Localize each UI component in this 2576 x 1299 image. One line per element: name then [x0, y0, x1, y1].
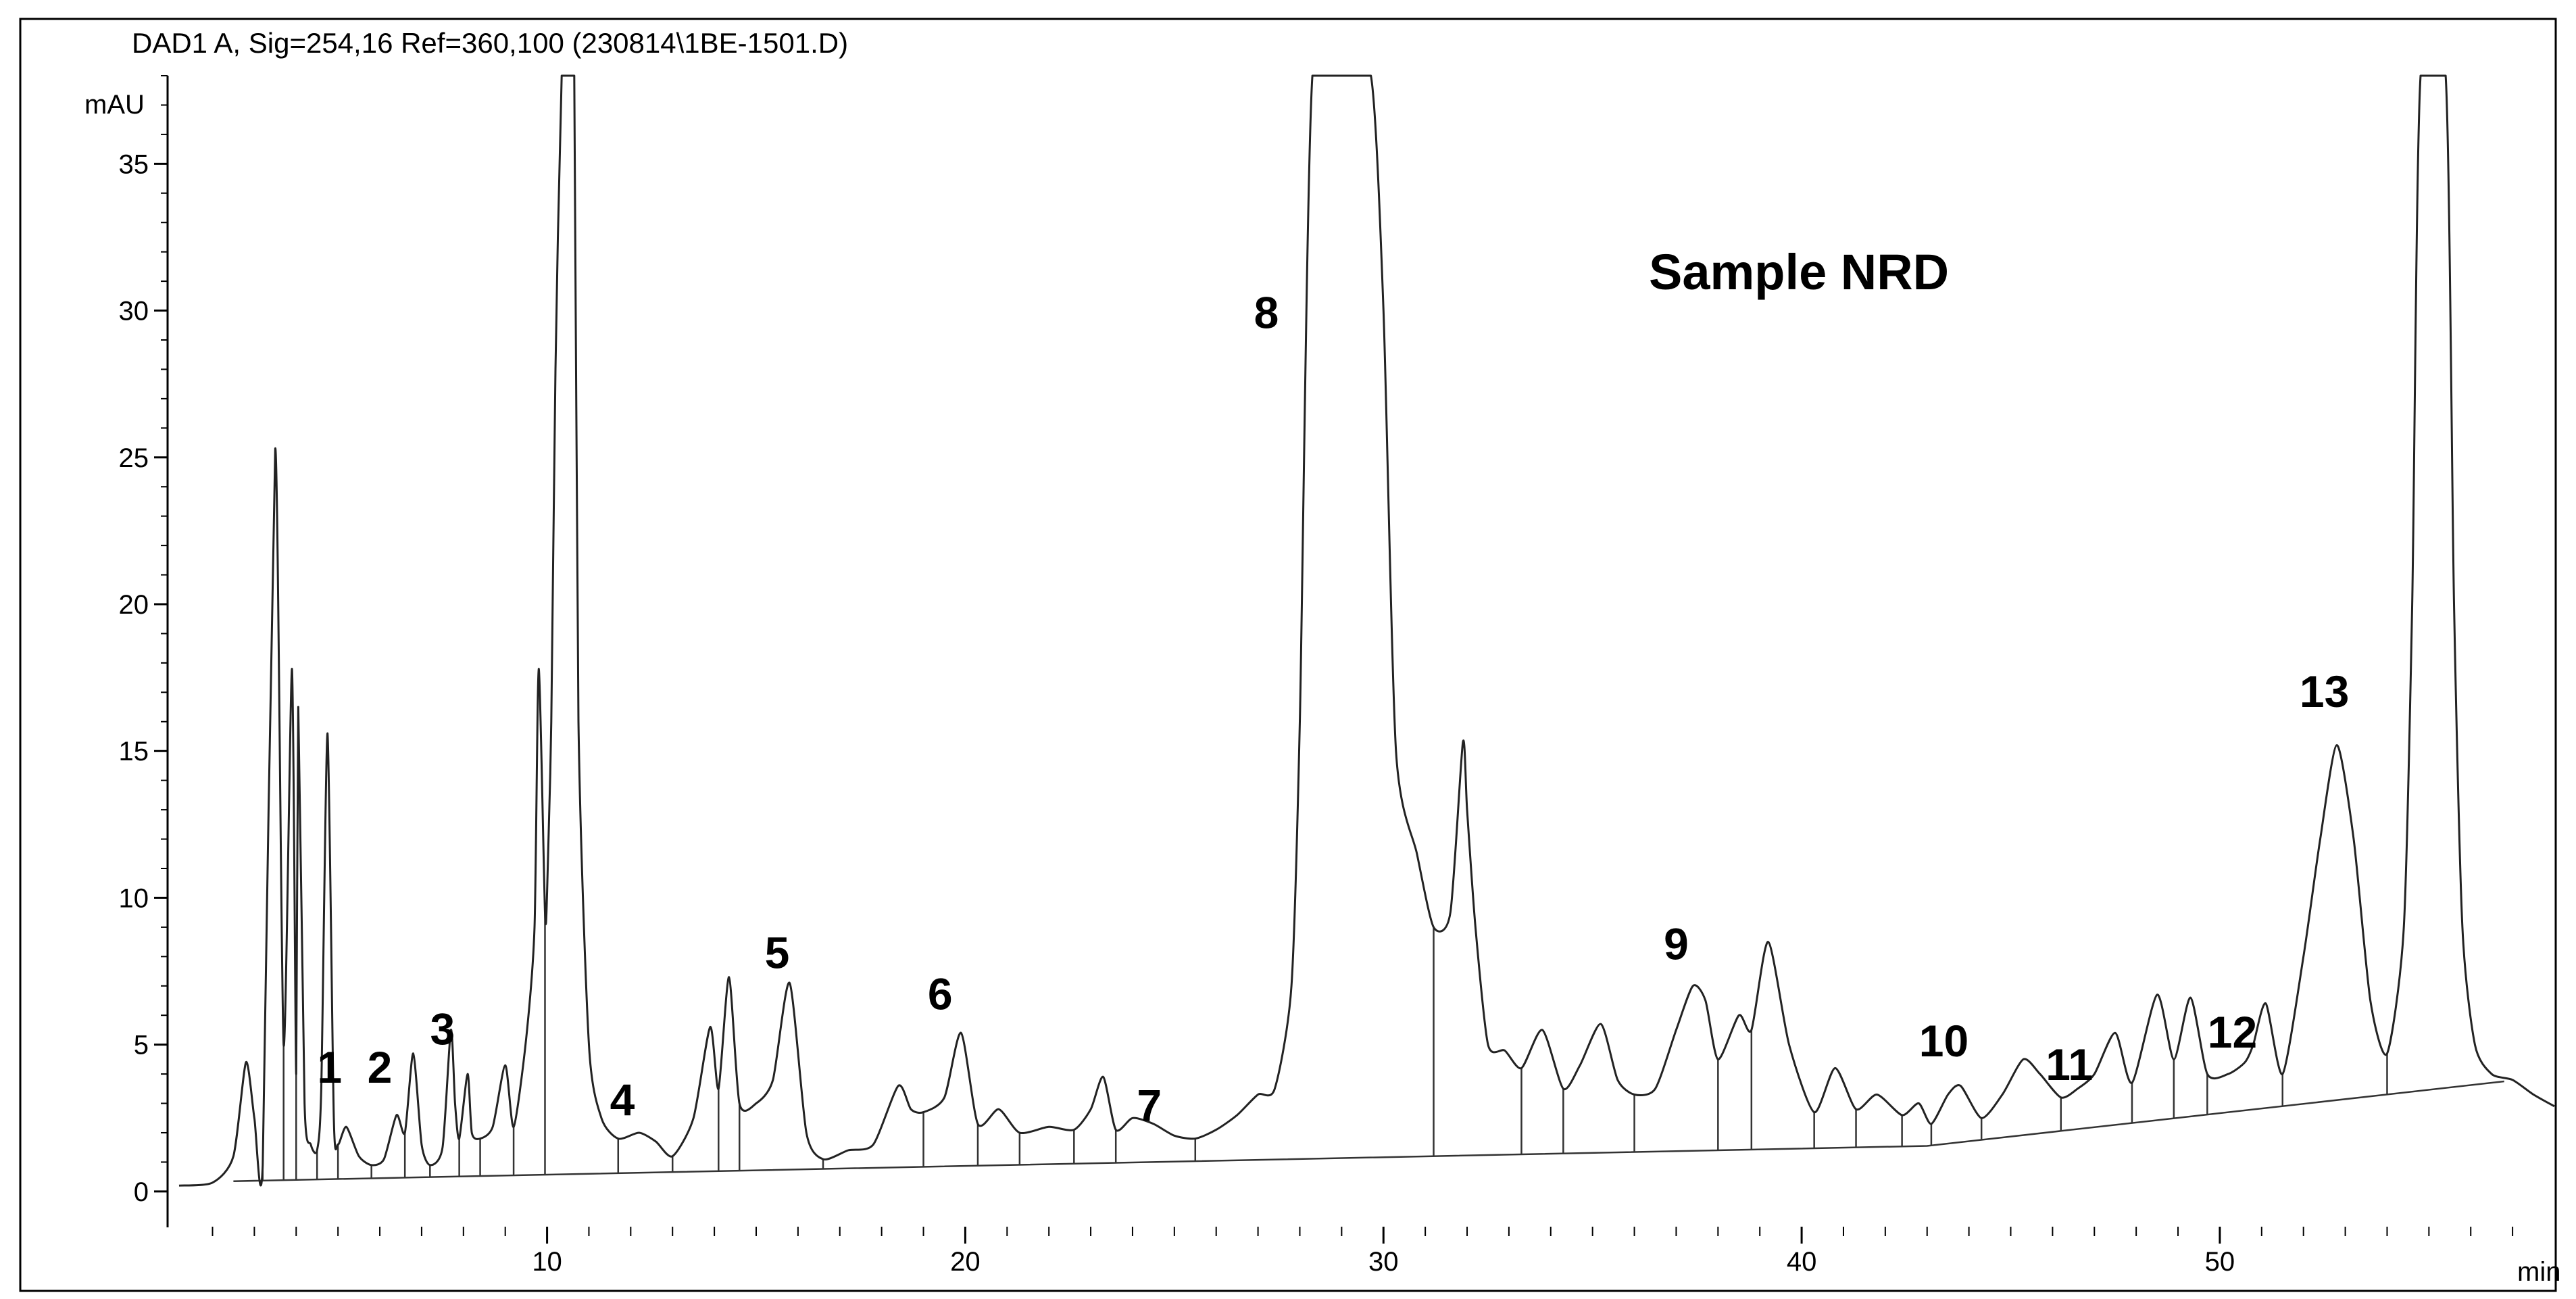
sample-annotation: Sample NRD — [1649, 244, 1949, 300]
peak-label-10: 10 — [1919, 1016, 1968, 1066]
peak-label-3: 3 — [430, 1004, 455, 1054]
y-tick-label: 15 — [119, 737, 149, 766]
peak-label-13: 13 — [2300, 666, 2349, 716]
x-axis-unit: min — [2517, 1257, 2560, 1287]
y-tick-label: 25 — [119, 443, 149, 473]
peak-label-12: 12 — [2208, 1007, 2257, 1057]
peak-label-7: 7 — [1137, 1081, 1162, 1131]
integration-baseline — [233, 1080, 2504, 1182]
y-tick-label: 35 — [119, 149, 149, 179]
y-tick-label: 20 — [119, 590, 149, 620]
y-tick-label: 30 — [119, 297, 149, 326]
peak-label-5: 5 — [765, 928, 790, 978]
peak-label-8: 8 — [1254, 288, 1279, 338]
x-tick-label: 40 — [1787, 1247, 1817, 1277]
x-tick-label: 20 — [950, 1247, 981, 1277]
peak-label-4: 4 — [610, 1075, 635, 1125]
chromatogram-trace — [178, 74, 2555, 1187]
y-axis-unit: mAU — [84, 90, 145, 120]
y-tick-label: 0 — [134, 1177, 149, 1207]
peak-label-2: 2 — [368, 1042, 393, 1092]
signal-header: DAD1 A, Sig=254,16 Ref=360,100 (230814\1… — [132, 27, 848, 59]
y-tick-label: 10 — [119, 883, 149, 913]
peak-label-9: 9 — [1664, 919, 1689, 969]
peak-label-6: 6 — [928, 969, 953, 1019]
x-tick-label: 30 — [1368, 1247, 1399, 1277]
peak-label-1: 1 — [317, 1042, 342, 1092]
plot-frame — [19, 18, 2557, 1292]
y-tick-label: 5 — [134, 1031, 149, 1060]
x-tick-label: 50 — [2205, 1247, 2235, 1277]
peak-label-11: 11 — [2046, 1039, 2093, 1089]
x-tick-label: 10 — [532, 1247, 562, 1277]
